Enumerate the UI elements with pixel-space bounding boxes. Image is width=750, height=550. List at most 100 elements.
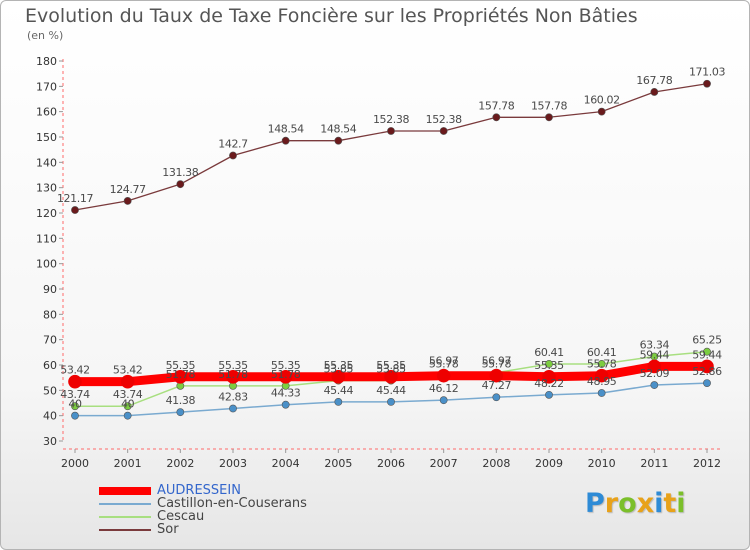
y-tick-label: 120 [36,207,57,220]
data-point [334,397,343,406]
y-tick-label: 130 [36,182,57,195]
x-tick-label: 2007 [430,457,458,470]
data-label: 148.54 [268,123,304,136]
y-tick-label: 140 [36,156,57,169]
data-point [68,374,82,389]
data-label: 157.78 [478,99,514,112]
y-tick-label: 90 [43,283,57,296]
y-tick-label: 110 [36,232,57,245]
x-tick-label: 2011 [640,457,668,470]
data-point [542,369,556,384]
legend-label: Castillon-en-Couserans [157,496,307,511]
data-point [597,107,606,116]
data-point [597,389,606,397]
data-point [176,408,185,417]
data-label: 40 [68,398,82,411]
data-label: 59.44 [640,348,670,361]
data-point [436,368,451,383]
data-label: 42.83 [218,390,248,403]
y-tick-label: 180 [36,55,57,68]
data-label: 43.74 [60,388,90,401]
y-tick-label: 60 [43,359,57,372]
data-label: 55.35 [376,359,406,372]
x-tick-label: 2008 [482,457,510,470]
data-label: 59.44 [692,348,722,361]
logo-letter: i [676,488,686,519]
proxiti-logo: Proxiti [585,488,686,519]
data-label: 56.97 [429,355,459,368]
data-label: 45.44 [324,384,354,397]
data-label: 47.27 [482,379,512,392]
series-audressein [68,359,714,389]
data-label: 55.35 [218,359,248,372]
data-label: 55.78 [587,358,617,371]
data-point [703,79,711,88]
chart-series [68,79,714,420]
series-castillon-en-couserans [71,379,711,420]
data-label: 148.54 [320,123,356,136]
x-tick-label: 2001 [114,457,142,470]
data-label: 60.41 [534,346,564,359]
data-label: 53.42 [113,364,143,377]
data-point [229,404,237,413]
y-tick-label: 100 [36,258,57,271]
series-sor [71,79,711,214]
data-point [387,127,395,135]
y-tick-label: 70 [43,334,57,347]
y-tick-label: 30 [43,435,57,448]
data-label: 46.12 [429,382,459,395]
y-tick-label: 50 [43,384,57,397]
data-label: 55.78 [482,358,512,371]
data-point [650,88,659,96]
data-point [384,369,398,384]
data-point [492,113,501,122]
data-point [71,206,79,214]
x-tick-label: 2000 [61,457,89,470]
data-label: 55.35 [271,359,301,372]
data-label: 40 [121,398,135,411]
data-label: 53.85 [376,363,406,376]
data-point [703,379,711,387]
data-label: 56.97 [482,355,512,368]
data-point [597,360,606,368]
x-tick-label: 2012 [693,457,721,470]
data-point [650,381,659,389]
data-label: 52.09 [640,367,670,380]
logo-letter: o [618,488,637,519]
data-label: 44.33 [271,387,301,400]
data-point [123,197,132,205]
data-point [489,368,504,383]
legend-swatch [99,516,151,518]
y-tick-label: 160 [36,106,57,119]
data-label: 157.78 [531,99,567,112]
data-label: 51.78 [218,368,248,381]
data-label: 55.35 [324,359,354,372]
legend-label: Cescau [157,509,205,524]
data-label: 167.78 [636,74,672,87]
data-point [123,402,132,411]
data-label: 55.78 [429,358,459,371]
y-tick-label: 80 [43,308,57,321]
data-point [700,359,714,374]
chart-legend: AUDRESSEIN Castillon-en-Couserans Cescau So… [99,483,359,537]
data-point [120,374,135,389]
x-tick-label: 2005 [324,457,352,470]
data-label: 53.42 [60,364,90,377]
data-label: 43.74 [113,388,143,401]
y-axis-unit-label: (en %) [27,29,64,42]
data-point [281,400,290,409]
data-point [226,369,240,384]
x-tick-label: 2003 [219,457,247,470]
legend-swatch [99,529,151,531]
data-point [439,396,448,405]
data-label: 48.95 [587,375,617,388]
data-point [439,127,448,135]
data-label: 51.78 [166,368,196,381]
y-tick-label: 40 [43,410,57,423]
data-point [647,359,662,374]
data-label: 52.86 [692,365,722,378]
data-point [331,369,346,384]
logo-letter: x [636,488,655,519]
data-point [492,393,501,402]
data-label: 41.38 [166,394,196,407]
